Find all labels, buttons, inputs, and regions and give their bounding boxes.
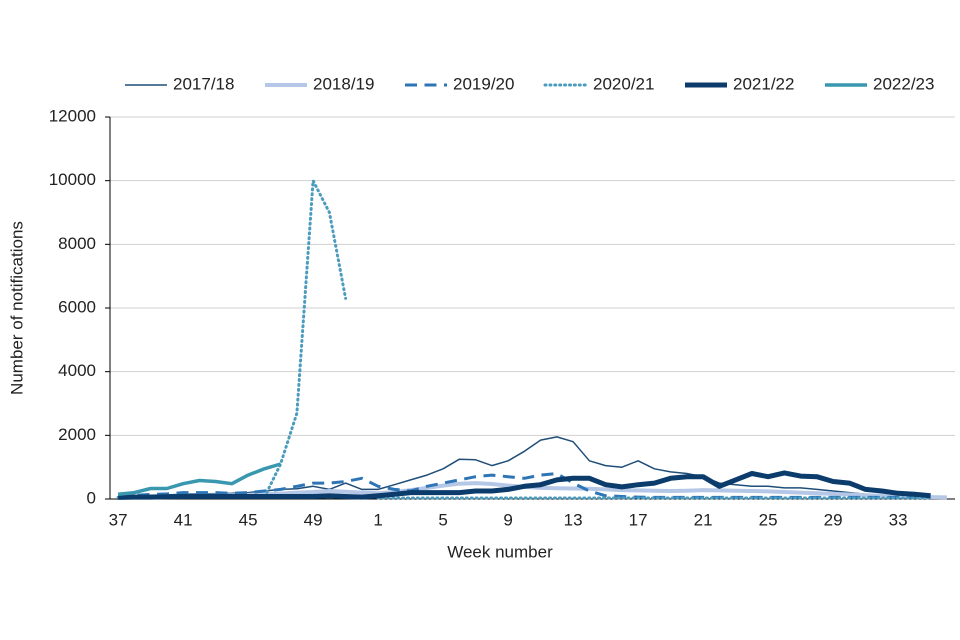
y-tick-label: 2000 xyxy=(58,425,96,444)
series-line xyxy=(118,470,931,500)
x-tick-label: 25 xyxy=(759,510,778,529)
legend-label: 2020/21 xyxy=(593,74,654,93)
x-tick-label: 5 xyxy=(438,510,447,529)
series-line xyxy=(117,462,282,496)
y-tick-label: 4000 xyxy=(58,361,96,380)
x-tick-label: 37 xyxy=(109,510,128,529)
legend-label: 2022/23 xyxy=(873,74,934,93)
x-tick-label: 21 xyxy=(694,510,713,529)
legend-label: 2017/18 xyxy=(173,74,234,93)
legend-label: 2019/20 xyxy=(453,74,514,93)
y-tick-label: 8000 xyxy=(58,234,96,253)
y-tick-label: 6000 xyxy=(58,297,96,316)
x-tick-label: 1 xyxy=(373,510,382,529)
x-tick-label: 49 xyxy=(304,510,323,529)
x-tick-label: 13 xyxy=(564,510,583,529)
series-line xyxy=(116,179,933,500)
y-tick-label: 12000 xyxy=(49,106,96,125)
x-axis-label: Week number xyxy=(447,542,553,561)
legend-label: 2018/19 xyxy=(313,74,374,93)
y-axis-label: Number of notifications xyxy=(7,221,26,395)
x-tick-label: 45 xyxy=(239,510,258,529)
y-tick-label: 0 xyxy=(87,488,96,507)
y-tick-label: 10000 xyxy=(49,170,96,189)
x-tick-label: 33 xyxy=(889,510,908,529)
x-tick-label: 9 xyxy=(503,510,512,529)
x-tick-label: 41 xyxy=(174,510,193,529)
legend-label: 2021/22 xyxy=(733,74,794,93)
x-tick-label: 29 xyxy=(824,510,843,529)
series-line xyxy=(118,436,931,498)
x-tick-label: 17 xyxy=(629,510,648,529)
